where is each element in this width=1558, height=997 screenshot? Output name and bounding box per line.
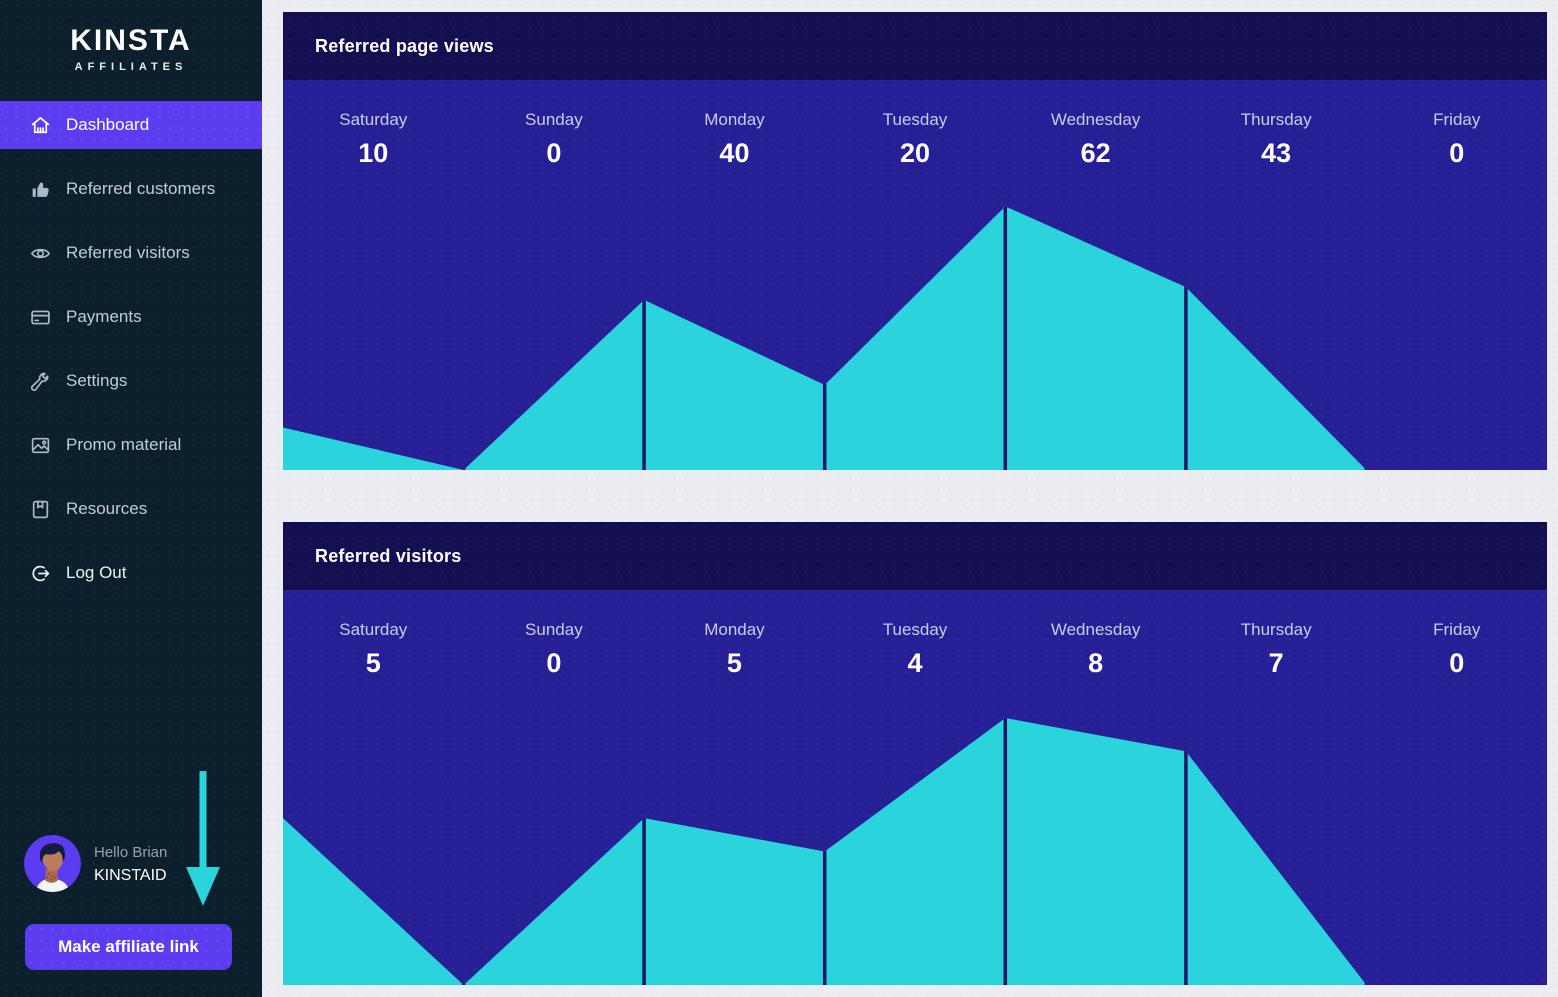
day-column-tuesday: Tuesday 4 (825, 620, 1006, 679)
day-column-sunday: Sunday 0 (464, 620, 645, 679)
day-label: Thursday (1240, 110, 1312, 129)
user-block: Hello Brian KINSTAID (24, 835, 167, 892)
sidebar-item-label: Referred visitors (66, 243, 190, 262)
thumbs-up-icon (29, 178, 51, 200)
sidebar-item-label: Dashboard (66, 115, 150, 134)
sidebar-item-referred-visitors[interactable]: Referred visitors (0, 229, 262, 277)
day-column-friday: Friday 0 (1366, 110, 1547, 169)
day-labels-row: Saturday 10 Sunday 0 Monday 40 Tuesday 20 Wednes… (283, 80, 1547, 169)
user-text: Hello Brian KINSTAID (94, 843, 167, 885)
sidebar-item-resources[interactable]: Resources (0, 485, 262, 533)
day-value: 4 (907, 648, 923, 678)
sidebar-item-log-out[interactable]: Log Out (0, 549, 262, 597)
day-column-wednesday: Wednesday 8 (1005, 620, 1186, 679)
day-column-saturday: Saturday 10 (283, 110, 464, 169)
sidebar-item-label: Resources (66, 499, 148, 518)
day-label: Thursday (1240, 620, 1312, 639)
area-chart-svg (283, 717, 1367, 985)
sidebar-item-promo-material[interactable]: Promo material (0, 421, 262, 469)
sidebar-item-payments[interactable]: Payments (0, 293, 262, 341)
day-value: 8 (1088, 648, 1104, 678)
sidebar-item-label: Promo material (66, 435, 182, 454)
day-column-monday: Monday 40 (644, 110, 825, 169)
user-account-id: KINSTAID (94, 866, 167, 884)
day-label: Saturday (339, 110, 408, 129)
day-label: Saturday (339, 620, 408, 639)
logout-icon (29, 562, 51, 584)
sidebar-item-label: Settings (66, 371, 128, 390)
day-label: Friday (1433, 110, 1481, 129)
day-label: Wednesday (1050, 110, 1141, 129)
day-value: 0 (1449, 138, 1465, 168)
day-label: Wednesday (1050, 620, 1141, 639)
down-arrow-icon (186, 771, 220, 906)
image-icon (29, 434, 51, 456)
day-label: Sunday (525, 110, 583, 129)
area-chart-svg (283, 206, 1367, 470)
eye-icon (29, 242, 51, 264)
day-column-monday: Monday 5 (644, 620, 825, 679)
home-icon (29, 114, 51, 136)
sidebar-item-label: Referred customers (66, 179, 216, 198)
day-value: 62 (1080, 138, 1111, 168)
day-column-thursday: Thursday 43 (1186, 110, 1367, 169)
day-value: 0 (1449, 648, 1465, 678)
day-column-sunday: Sunday 0 (464, 110, 645, 169)
avatar (24, 835, 81, 892)
kinsta-logo: KINSTA AFFILIATES (0, 0, 262, 73)
logo-brand-text: KINSTA (70, 24, 192, 57)
day-label: Monday (704, 620, 765, 639)
sidebar-item-label: Log Out (66, 563, 127, 582)
day-value: 43 (1261, 138, 1292, 168)
chart-area-page-views: Saturday 10 Sunday 0 Monday 40 Tuesday 20 Wednes… (283, 80, 1547, 470)
day-value: 20 (900, 138, 931, 168)
day-value: 7 (1268, 648, 1284, 678)
chart-card-header: Referred page views (283, 12, 1547, 80)
day-label: Tuesday (882, 620, 948, 639)
day-value: 10 (358, 138, 389, 168)
day-label: Friday (1433, 620, 1481, 639)
user-greeting: Hello Brian (94, 843, 168, 861)
wrench-icon (29, 370, 51, 392)
day-column-tuesday: Tuesday 20 (825, 110, 1006, 169)
chart-title: Referred page views (315, 35, 494, 56)
day-value: 5 (365, 648, 381, 678)
day-column-wednesday: Wednesday 62 (1005, 110, 1186, 169)
day-value: 0 (546, 138, 562, 168)
sidebar-nav: Dashboard Referred customers Referred vi… (0, 101, 262, 597)
chart-area-visitors: Saturday 5 Sunday 0 Monday 5 Tuesday 4 Wednesday… (283, 590, 1547, 985)
credit-card-icon (29, 306, 51, 328)
make-affiliate-link-button[interactable]: Make affiliate link (25, 924, 232, 970)
day-value: 0 (546, 648, 562, 678)
day-value: 40 (719, 138, 750, 168)
day-label: Monday (704, 110, 765, 129)
chart-card-header: Referred visitors (283, 522, 1547, 590)
day-value: 5 (726, 648, 742, 678)
day-label: Sunday (525, 620, 583, 639)
logo-sub-text: AFFILIATES (74, 61, 188, 73)
day-column-thursday: Thursday 7 (1186, 620, 1367, 679)
day-column-friday: Friday 0 (1366, 620, 1547, 679)
sidebar-item-dashboard[interactable]: Dashboard (0, 101, 262, 149)
sidebar-item-referred-customers[interactable]: Referred customers (0, 165, 262, 213)
chart-card-page-views: Referred page views Saturday 10 Sunday 0 Mon… (283, 12, 1547, 470)
day-label: Tuesday (882, 110, 948, 129)
sidebar-item-settings[interactable]: Settings (0, 357, 262, 405)
chart-title: Referred visitors (315, 545, 462, 566)
sidebar: KINSTA AFFILIATES Dashboard Referred cus… (0, 0, 262, 997)
book-icon (29, 498, 51, 520)
main-content: Referred page views Saturday 10 Sunday 0 Mon… (262, 0, 1558, 997)
chart-card-visitors: Referred visitors Saturday 5 Sunday 0 Monday… (283, 522, 1547, 985)
day-column-saturday: Saturday 5 (283, 620, 464, 679)
sidebar-item-label: Payments (66, 307, 142, 326)
day-labels-row: Saturday 5 Sunday 0 Monday 5 Tuesday 4 Wednesday… (283, 590, 1547, 679)
